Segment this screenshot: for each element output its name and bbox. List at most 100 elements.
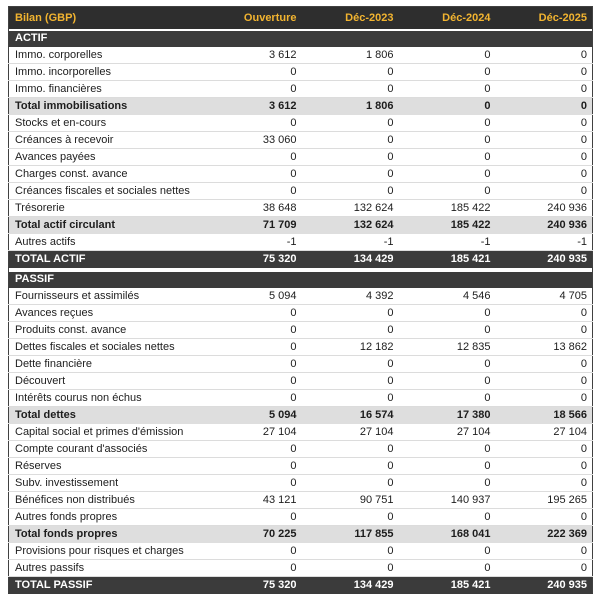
cell-value: 0	[495, 440, 593, 458]
cell-value: 0	[398, 559, 496, 577]
row-label: Stocks et en-cours	[8, 114, 205, 132]
cell-value: 0	[301, 474, 399, 492]
cell-value: 0	[301, 559, 399, 577]
row-label: Immo. corporelles	[8, 46, 205, 64]
row-label: Total dettes	[8, 406, 205, 424]
table-row: Dettes fiscales et sociales nettes 0 12 18…	[8, 338, 593, 356]
subtotal-row: Total fonds propres 70 225 117 855 168 041 2…	[8, 525, 593, 543]
cell-value: 0	[301, 131, 399, 149]
cell-value: 4 546	[398, 287, 496, 305]
cell-value: 0	[204, 355, 302, 373]
cell-value: 0	[204, 304, 302, 322]
cell-value: 222 369	[495, 525, 593, 543]
cell-value: 0	[495, 80, 593, 98]
row-label: Avances payées	[8, 148, 205, 166]
table-row: Découvert 0 0 0 0	[8, 372, 593, 390]
section-gap	[8, 267, 593, 272]
cell-value: 0	[204, 80, 302, 98]
cell-value: 0	[301, 542, 399, 560]
cell-value: 134 429	[301, 576, 399, 594]
row-label: Total actif circulant	[8, 216, 205, 234]
grand-total-row: TOTAL PASSIF 75 320 134 429 185 421 240 935	[8, 576, 593, 594]
table-row: Provisions pour risques et charges 0 0 0 0	[8, 542, 593, 560]
cell-value: 0	[398, 97, 496, 115]
cell-value: 38 648	[204, 199, 302, 217]
cell-value: 0	[495, 372, 593, 390]
table-row: Avances payées 0 0 0 0	[8, 148, 593, 166]
cell-value: 27 104	[204, 423, 302, 441]
cell-value: 0	[204, 182, 302, 200]
row-label: Autres passifs	[8, 559, 205, 577]
balance-table-body: ACTIF Immo. corporelles 3 612 1 806 0 0 Immo. …	[8, 29, 593, 594]
cell-value: 0	[495, 165, 593, 183]
balance-sheet-table: Bilan (GBP) Ouverture Déc-2023 Déc-2024 …	[8, 6, 593, 594]
cell-value: 0	[398, 440, 496, 458]
cell-value: 0	[495, 474, 593, 492]
cell-value: 0	[204, 474, 302, 492]
column-header-dec-2024: Déc-2024	[398, 6, 496, 29]
cell-value: 0	[204, 542, 302, 560]
row-label: Produits const. avance	[8, 321, 205, 339]
cell-value: 0	[301, 440, 399, 458]
cell-value: 0	[204, 372, 302, 390]
cell-value: 132 624	[301, 216, 399, 234]
row-label: Provisions pour risques et charges	[8, 542, 205, 560]
cell-value: 168 041	[398, 525, 496, 543]
row-label: Trésorerie	[8, 199, 205, 217]
section-gap-cell	[8, 267, 593, 272]
table-row: Créances à recevoir 33 060 0 0 0	[8, 131, 593, 149]
cell-value: 70 225	[204, 525, 302, 543]
grand-total-row: TOTAL ACTIF 75 320 134 429 185 421 240 935	[8, 250, 593, 268]
row-label: Capital social et primes d'émission	[8, 423, 205, 441]
table-row: Autres fonds propres 0 0 0 0	[8, 508, 593, 526]
cell-value: 0	[398, 508, 496, 526]
cell-value: 27 104	[398, 423, 496, 441]
row-label: Fournisseurs et assimilés	[8, 287, 205, 305]
cell-value: 0	[398, 355, 496, 373]
cell-value: 0	[495, 508, 593, 526]
table-row: Avances reçues 0 0 0 0	[8, 304, 593, 322]
column-header-dec-2023: Déc-2023	[301, 6, 399, 29]
cell-value: 0	[204, 389, 302, 407]
cell-value: 3 612	[204, 97, 302, 115]
cell-value: 0	[398, 63, 496, 81]
cell-value: 0	[204, 440, 302, 458]
cell-value: 0	[495, 46, 593, 64]
cell-value: 0	[398, 304, 496, 322]
cell-value: 0	[301, 457, 399, 475]
subtotal-row: Total immobilisations 3 612 1 806 0 0	[8, 97, 593, 115]
cell-value: 27 104	[301, 423, 399, 441]
row-label: TOTAL ACTIF	[8, 250, 205, 268]
table-row: Autres actifs -1 -1 -1 -1	[8, 233, 593, 251]
cell-value: 0	[301, 389, 399, 407]
table-row: Stocks et en-cours 0 0 0 0	[8, 114, 593, 132]
cell-value: 0	[301, 321, 399, 339]
cell-value: 0	[301, 114, 399, 132]
cell-value: 4 705	[495, 287, 593, 305]
cell-value: 0	[495, 148, 593, 166]
cell-value: 0	[204, 338, 302, 356]
table-row: Immo. financières 0 0 0 0	[8, 80, 593, 98]
cell-value: 12 835	[398, 338, 496, 356]
cell-value: 240 935	[495, 250, 593, 268]
cell-value: 5 094	[204, 287, 302, 305]
table-row: Autres passifs 0 0 0 0	[8, 559, 593, 577]
cell-value: 0	[495, 457, 593, 475]
subtotal-row: Total actif circulant 71 709 132 624 185 42…	[8, 216, 593, 234]
cell-value: 0	[301, 80, 399, 98]
cell-value: 1 806	[301, 46, 399, 64]
cell-value: 0	[398, 474, 496, 492]
cell-value: 195 265	[495, 491, 593, 509]
row-label: Dettes fiscales et sociales nettes	[8, 338, 205, 356]
cell-value: 16 574	[301, 406, 399, 424]
cell-value: 0	[204, 457, 302, 475]
cell-value: 4 392	[301, 287, 399, 305]
table-row: Produits const. avance 0 0 0 0	[8, 321, 593, 339]
cell-value: 0	[204, 114, 302, 132]
section-gap-cell	[8, 29, 593, 31]
cell-value: 0	[398, 372, 496, 390]
cell-value: 0	[204, 321, 302, 339]
cell-value: 75 320	[204, 576, 302, 594]
cell-value: 0	[398, 321, 496, 339]
section-header-label: PASSIF	[8, 272, 593, 288]
